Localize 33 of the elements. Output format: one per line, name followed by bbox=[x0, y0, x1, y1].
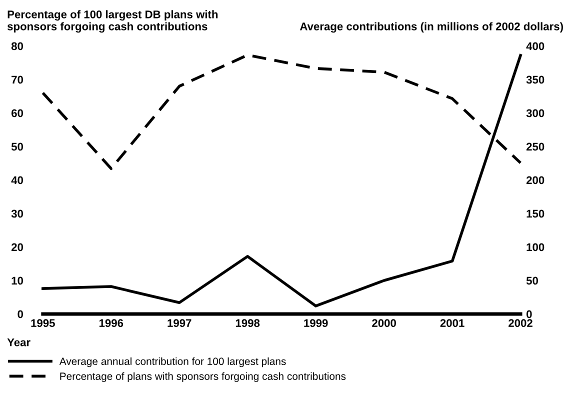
y2-tick-label: 150 bbox=[526, 210, 544, 218]
x-tick-label: 1995 bbox=[31, 319, 55, 328]
x-tick-label: 2000 bbox=[372, 319, 396, 328]
y2-tick-label: 350 bbox=[526, 76, 544, 84]
x-tick-label: 1999 bbox=[304, 319, 328, 328]
y2-tick-label: 0 bbox=[526, 310, 532, 318]
y2-axis-title: Average contributions (in millions of 2002 dollars) bbox=[300, 22, 563, 33]
y2-tick-label: 200 bbox=[526, 176, 544, 184]
y-axis-title: Percentage of 100 largest DB plans with sponsors forgoing cash contributions bbox=[7, 10, 218, 33]
y2-tick-label: 50 bbox=[526, 276, 538, 285]
x-tick-label: 2001 bbox=[440, 319, 464, 328]
y2-tick-label: 250 bbox=[526, 142, 544, 151]
y-tick-label: 10 bbox=[12, 276, 23, 285]
y-tick-label: 20 bbox=[11, 243, 23, 252]
x-tick-label: 1997 bbox=[168, 319, 192, 328]
y-tick-label: 80 bbox=[11, 42, 23, 50]
y-tick-label: 70 bbox=[12, 76, 23, 84]
legend-label: Average annual contribution for 100 largest plans bbox=[59, 357, 286, 368]
y-tick-label: 40 bbox=[11, 176, 23, 184]
y2-tick-label: 100 bbox=[526, 243, 544, 252]
legend-label: Percentage of plans with sponsors forgoing cash contributions bbox=[60, 372, 346, 382]
y2-tick-label: 300 bbox=[526, 109, 544, 118]
x-axis-title: Year bbox=[7, 338, 30, 346]
x-tick-label: 1998 bbox=[236, 319, 260, 328]
y-tick-label: 50 bbox=[11, 142, 23, 151]
y2-tick-label: 400 bbox=[526, 42, 544, 50]
y-tick-label: 0 bbox=[18, 310, 23, 318]
x-tick-label: 1996 bbox=[99, 319, 124, 328]
x-tick-label: 2002 bbox=[508, 319, 532, 328]
y-tick-label: 30 bbox=[11, 210, 23, 218]
line-series bbox=[42, 54, 522, 308]
line-series bbox=[42, 54, 522, 170]
y-tick-label: 60 bbox=[12, 109, 23, 118]
